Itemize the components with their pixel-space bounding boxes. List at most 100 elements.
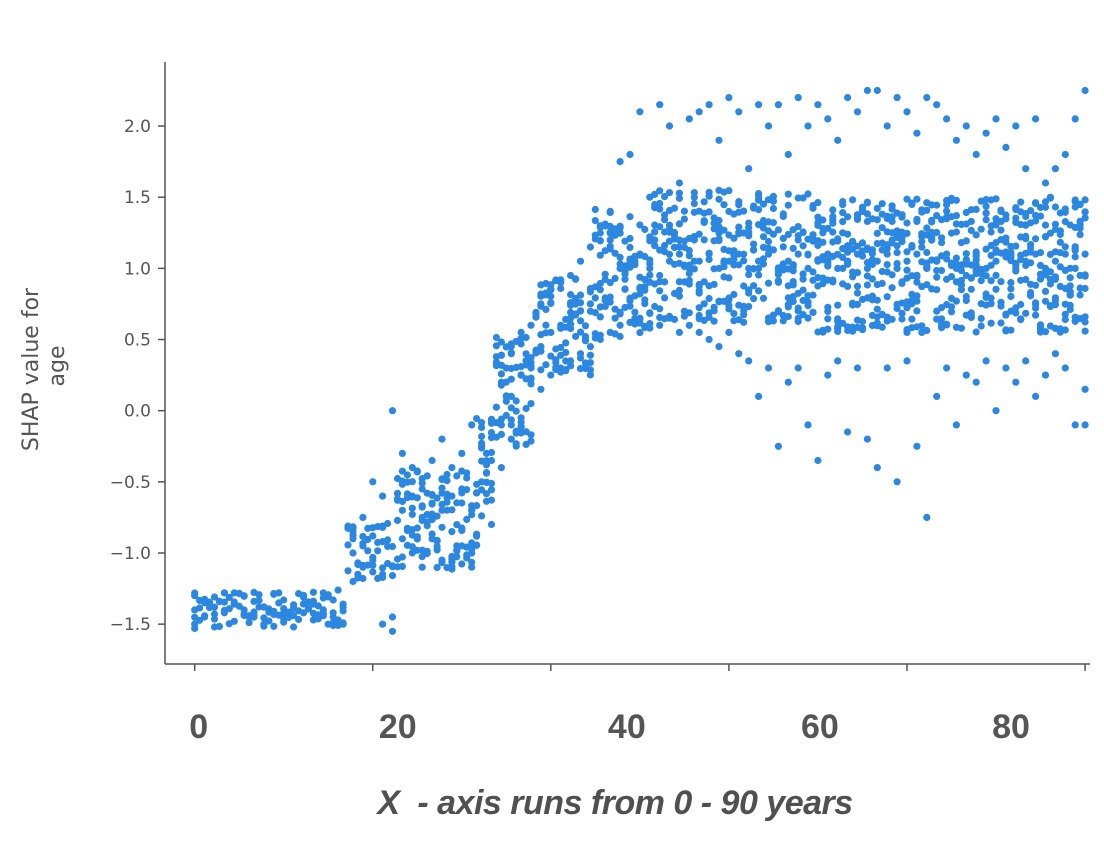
scatter-point <box>398 506 406 514</box>
scatter-point-dense <box>1041 203 1050 211</box>
scatter-point-dense <box>903 219 911 227</box>
scatter-point <box>201 599 209 607</box>
scatter-point-dense <box>458 525 466 533</box>
scatter-point <box>596 335 604 344</box>
scatter-point <box>527 400 535 408</box>
y-tick-label: 2.0 <box>124 117 151 137</box>
scatter-point <box>626 257 634 265</box>
scatter-point <box>616 158 624 166</box>
scatter-point-dense <box>270 622 278 630</box>
scatter-point-dense <box>1032 304 1040 312</box>
scatter-point-dense <box>799 194 807 202</box>
scatter-point-dense <box>705 313 713 321</box>
scatter-point-dense <box>690 189 698 197</box>
scatter-point-dense <box>898 238 906 246</box>
scatter-point-dense <box>972 231 980 239</box>
scatter-point <box>220 589 228 597</box>
scatter-point-dense <box>938 234 946 242</box>
scatter-point <box>1002 250 1010 258</box>
scatter-point-dense <box>710 280 718 288</box>
scatter-point-dense <box>596 279 604 288</box>
scatter-point-dense <box>898 315 906 323</box>
scatter-point-dense <box>745 219 753 227</box>
scatter-point-dense <box>992 285 1000 293</box>
scatter-point-dense <box>804 190 812 198</box>
scatter-point-dense <box>750 245 758 254</box>
scatter-point-dense <box>878 200 886 208</box>
scatter-point <box>735 350 743 358</box>
scatter-point <box>675 179 684 187</box>
scatter-point-dense <box>725 247 733 255</box>
scatter-point <box>270 590 278 598</box>
scatter-point <box>814 101 822 109</box>
scatter-point-dense <box>680 215 689 223</box>
scatter-point <box>1081 250 1089 258</box>
scatter-point-dense <box>755 196 763 204</box>
scatter-point-dense <box>670 232 679 240</box>
scatter-point-dense <box>641 283 649 291</box>
scatter-point-dense <box>977 225 985 233</box>
scatter-point <box>349 535 357 543</box>
scatter-point <box>428 499 436 507</box>
scatter-point-dense <box>755 264 763 272</box>
scatter-point <box>972 250 980 258</box>
scatter-point <box>646 193 654 201</box>
scatter-point <box>695 328 703 336</box>
scatter-point-dense <box>210 615 219 623</box>
scatter-point-dense <box>938 266 946 275</box>
scatter-point-dense <box>903 266 911 274</box>
scatter-point-dense <box>755 206 763 214</box>
scatter-point <box>804 264 812 272</box>
scatter-point-dense <box>794 314 802 322</box>
scatter-point-dense <box>903 229 911 237</box>
scatter-point-dense <box>844 282 852 290</box>
scatter-point-dense <box>497 351 505 359</box>
scatter-point-dense <box>982 202 990 210</box>
scatter-point <box>329 596 337 604</box>
scatter-point-dense <box>438 523 446 531</box>
scatter-point-dense <box>576 291 585 299</box>
scatter-point-dense <box>923 224 931 232</box>
scatter-point-dense <box>873 319 881 327</box>
scatter-point <box>735 108 743 116</box>
scatter-point-dense <box>1051 220 1059 228</box>
scatter-point <box>1012 122 1020 130</box>
scatter-point-dense <box>562 348 570 357</box>
scatter-point <box>438 435 446 443</box>
scatter-point-dense <box>428 516 436 524</box>
scatter-point <box>438 506 446 514</box>
scatter-point-dense <box>220 598 228 606</box>
scatter-point <box>369 532 377 540</box>
scatter-point-dense <box>359 574 367 583</box>
scatter-point-dense <box>1007 279 1015 287</box>
scatter-point-dense <box>1012 242 1020 250</box>
scatter-point-dense <box>839 218 847 226</box>
scatter-point-dense <box>1076 231 1084 239</box>
scatter-point-dense <box>789 244 797 252</box>
x-axis-caption: X - axis runs from 0 - 90 years <box>377 784 853 822</box>
scatter-point-dense <box>547 292 555 300</box>
scatter-point-dense <box>487 429 496 437</box>
scatter-point <box>280 614 288 623</box>
scatter-point <box>685 115 693 123</box>
y-tick-label: 1.5 <box>124 188 151 208</box>
scatter-point <box>685 321 693 329</box>
scatter-point-dense <box>967 217 975 225</box>
scatter-point-dense <box>710 317 718 325</box>
scatter-point-dense <box>918 322 926 330</box>
scatter-point <box>557 279 565 287</box>
scatter-point-dense <box>478 486 486 494</box>
scatter-point-dense <box>621 270 629 278</box>
scatter-point-dense <box>695 289 703 297</box>
scatter-point <box>646 264 654 272</box>
scatter-point-dense <box>1061 315 1069 324</box>
scatter-point-dense <box>1071 246 1079 254</box>
scatter-point-dense <box>883 261 891 269</box>
scatter-point <box>853 108 862 116</box>
scatter-point-dense <box>651 242 659 250</box>
scatter-point <box>448 464 456 472</box>
scatter-point-dense <box>482 461 491 469</box>
scatter-point <box>863 86 872 95</box>
scatter-point-dense <box>586 351 595 359</box>
